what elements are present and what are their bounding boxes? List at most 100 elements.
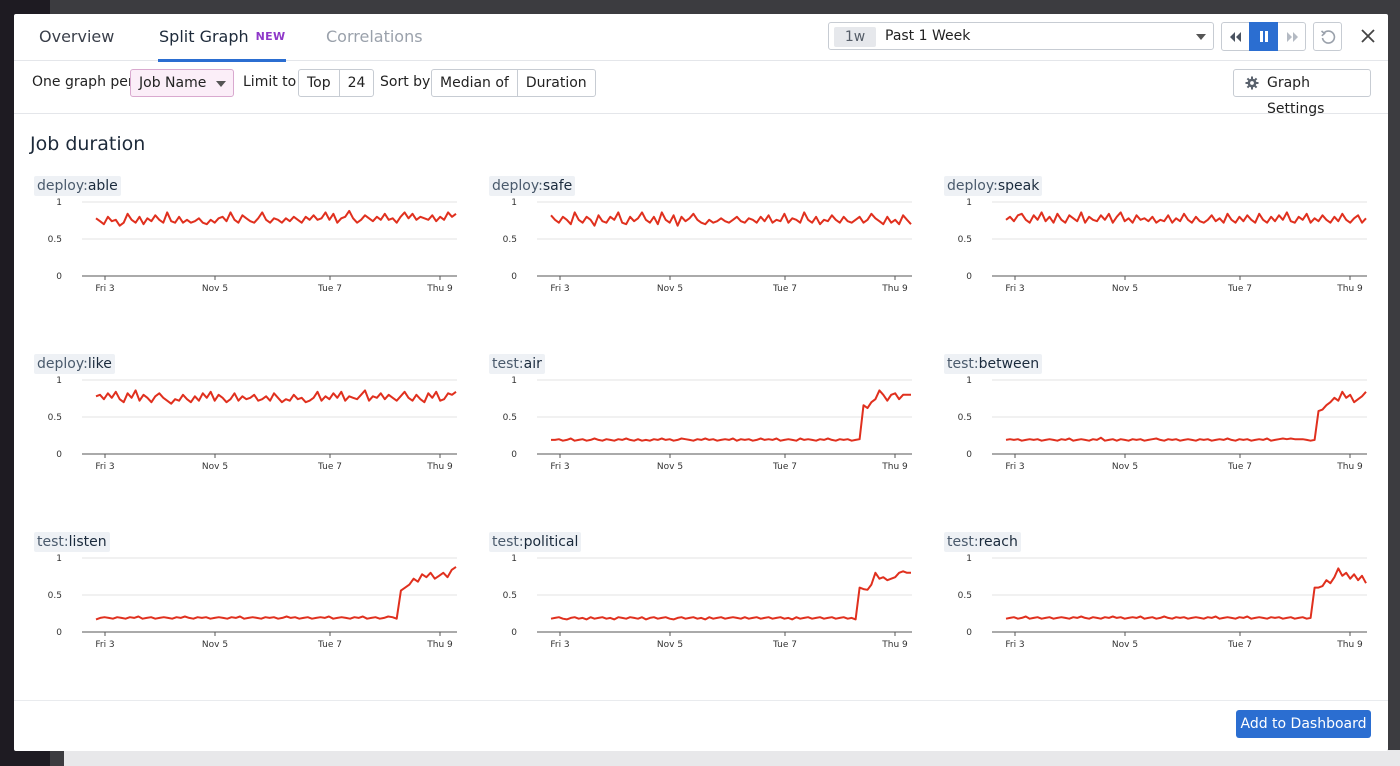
tab-overview-label: Overview [39, 27, 115, 46]
duration-series-line[interactable] [550, 570, 911, 621]
line-chart: 0 0.5 1 Fri 3 Nov 5 Tue 7 Thu 9 [958, 554, 1367, 650]
y-tick-label: 0.5 [958, 591, 972, 601]
y-tick-label: 0.5 [958, 413, 972, 423]
y-tick-label: 1 [56, 198, 62, 208]
line-chart: 0 0.5 1 Fri 3 Nov 5 Tue 7 Thu 9 [958, 376, 1367, 472]
x-tick-label: Thu 9 [1336, 462, 1363, 472]
limit-value-input[interactable]: 24 [338, 70, 374, 96]
duration-series-line[interactable] [1005, 211, 1367, 224]
graph-title-prefix: deploy: [37, 356, 88, 372]
line-chart: 0 0.5 1 Fri 3 Nov 5 Tue 7 Thu 9 [958, 198, 1367, 294]
x-tick-label: Tue 7 [1227, 462, 1252, 472]
y-tick-label: 0.5 [503, 413, 517, 423]
graph-title-prefix: deploy: [947, 178, 998, 194]
graph-cell-like[interactable]: deploy:like 0 0.5 1 Fri 3 Nov 5 Tue 7 Thu 9 [30, 354, 460, 472]
duration-series-line[interactable] [1005, 567, 1367, 620]
y-tick-label: 0 [966, 272, 972, 282]
graph-title: test:between [944, 354, 1043, 374]
y-tick-label: 0.5 [48, 591, 62, 601]
graph-cell-air[interactable]: test:air 0 0.5 1 Fri 3 Nov 5 Tue 7 Thu 9 [485, 354, 915, 472]
new-badge: NEW [255, 30, 286, 43]
x-tick-label: Thu 9 [881, 640, 908, 650]
close-icon [1361, 29, 1375, 43]
x-tick-label: Tue 7 [772, 284, 797, 294]
modal-header: Overview Split Graph NEW Correlations 1w … [14, 14, 1388, 62]
rewind-icon [1229, 31, 1241, 42]
duration-series-line[interactable] [95, 566, 457, 621]
duration-series-line[interactable] [1005, 390, 1367, 442]
duration-series-line[interactable] [95, 389, 457, 405]
close-button[interactable] [1356, 24, 1380, 48]
x-tick-label: Nov 5 [1112, 640, 1138, 650]
x-tick-label: Fri 3 [550, 462, 569, 472]
x-tick-label: Nov 5 [1112, 462, 1138, 472]
duration-series-line[interactable] [551, 389, 911, 442]
x-tick-label: Fri 3 [550, 284, 569, 294]
graph-title-name: speak [997, 178, 1040, 194]
group-by-select[interactable]: Job Name [130, 69, 234, 97]
y-tick-label: 0 [511, 450, 517, 460]
split-options-toolbar: One graph per Job Name Limit to Top 24 S… [14, 61, 1388, 117]
graph-title-name: reach [978, 534, 1018, 550]
fast-forward-button[interactable] [1277, 22, 1306, 51]
section-title: Job duration [30, 133, 146, 155]
add-to-dashboard-button[interactable]: Add to Dashboard [1236, 710, 1371, 738]
line-chart: 0 0.5 1 Fri 3 Nov 5 Tue 7 Thu 9 [503, 376, 912, 472]
pause-button[interactable] [1249, 22, 1278, 51]
time-range-picker[interactable]: 1w Past 1 Week [828, 22, 1214, 50]
sort-metric-button[interactable]: Duration [516, 70, 595, 96]
graph-title: deploy:speak [944, 176, 1043, 196]
tab-split-graph[interactable]: Split Graph NEW [157, 14, 287, 62]
duration-series-line[interactable] [550, 211, 912, 227]
tab-overview[interactable]: Overview [39, 14, 114, 61]
tab-correlations[interactable]: Correlations [326, 14, 423, 61]
line-chart: 0 0.5 1 Fri 3 Nov 5 Tue 7 Thu 9 [503, 554, 912, 650]
y-tick-label: 1 [56, 376, 62, 386]
y-tick-label: 0.5 [503, 591, 517, 601]
x-tick-label: Nov 5 [657, 462, 683, 472]
graph-title-prefix: test: [947, 356, 979, 372]
graph-settings-label: Graph Settings [1267, 75, 1325, 117]
x-tick-label: Fri 3 [95, 284, 114, 294]
duration-series-line[interactable] [95, 209, 457, 227]
background-page-strip [64, 750, 1400, 766]
gear-icon [1245, 76, 1259, 90]
graph-cell-reach[interactable]: test:reach 0 0.5 1 Fri 3 Nov 5 Tue 7 Thu 9 [940, 532, 1370, 650]
graph-title-prefix: test: [492, 534, 524, 550]
limit-control: Top 24 [298, 69, 375, 97]
x-tick-label: Fri 3 [95, 462, 114, 472]
graph-title-name: able [87, 178, 118, 194]
graph-title: test:listen [34, 532, 110, 552]
y-tick-label: 1 [966, 198, 972, 208]
line-chart: 0 0.5 1 Fri 3 Nov 5 Tue 7 Thu 9 [48, 198, 457, 294]
line-chart: 0 0.5 1 Fri 3 Nov 5 Tue 7 Thu 9 [48, 376, 457, 472]
graph-cell-safe[interactable]: deploy:safe 0 0.5 1 Fri 3 Nov 5 Tue 7 Thu 9 [485, 176, 915, 294]
y-tick-label: 0.5 [958, 235, 972, 245]
footer-divider [14, 700, 1388, 701]
graph-title-name: safe [542, 178, 573, 194]
graph-cell-speak[interactable]: deploy:speak 0 0.5 1 Fri 3 Nov 5 Tue 7 Thu 9 [940, 176, 1370, 294]
graph-settings-button[interactable]: Graph Settings [1233, 69, 1371, 117]
y-tick-label: 0 [56, 628, 62, 638]
x-tick-label: Tue 7 [772, 640, 797, 650]
graph-title: test:political [489, 532, 582, 552]
graph-cell-listen[interactable]: test:listen 0 0.5 1 Fri 3 Nov 5 Tue 7 Thu 9 [30, 532, 460, 650]
limit-mode-button[interactable]: Top [307, 75, 331, 91]
tab-split-graph-label: Split Graph [159, 27, 249, 46]
y-tick-label: 0 [56, 450, 62, 460]
graph-cell-political[interactable]: test:political 0 0.5 1 Fri 3 Nov 5 Tue 7 Thu 9 [485, 532, 915, 650]
x-tick-label: Tue 7 [1227, 284, 1252, 294]
rewind-button[interactable] [1221, 22, 1250, 51]
graph-cell-able[interactable]: deploy:able 0 0.5 1 Fri 3 Nov 5 Tue 7 Thu 9 [30, 176, 460, 294]
x-tick-label: Fri 3 [1005, 462, 1024, 472]
pause-icon [1259, 31, 1268, 42]
sort-by-label: Sort by [380, 74, 431, 90]
sort-aggregation-button[interactable]: Median of [440, 75, 509, 91]
refresh-button[interactable] [1313, 22, 1342, 51]
x-tick-label: Nov 5 [202, 462, 228, 472]
graph-cell-between[interactable]: test:between 0 0.5 1 Fri 3 Nov 5 Tue 7 Thu 9 [940, 354, 1370, 472]
x-tick-label: Thu 9 [1336, 640, 1363, 650]
graph-title-name: between [978, 356, 1040, 372]
graph-title-name: air [523, 356, 542, 372]
y-tick-label: 1 [966, 554, 972, 564]
